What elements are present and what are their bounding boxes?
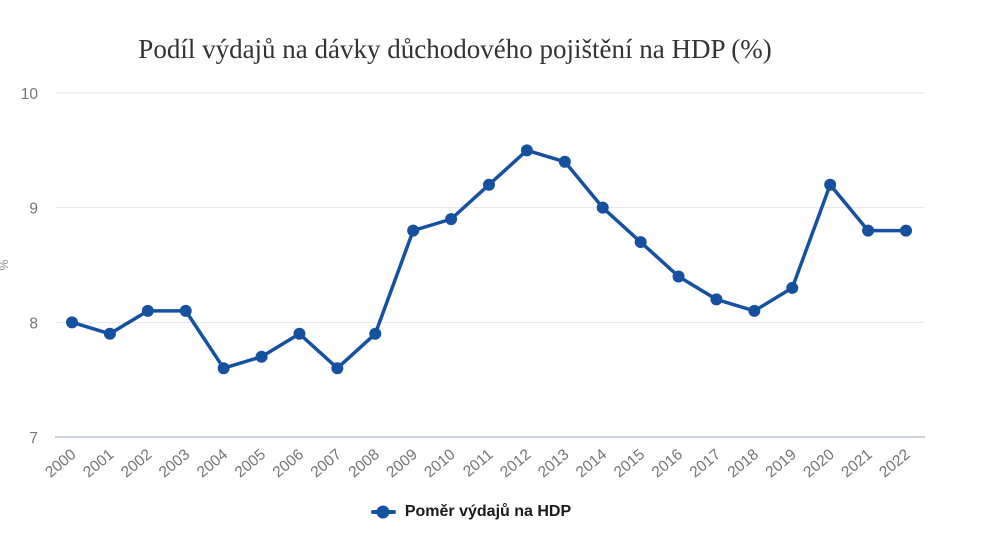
data-point[interactable] — [217, 362, 230, 375]
data-point[interactable] — [710, 293, 723, 306]
data-point[interactable] — [293, 327, 306, 340]
x-tick-label: 2022 — [876, 446, 913, 481]
data-point[interactable] — [748, 304, 761, 317]
x-tick-label: 2021 — [838, 446, 875, 481]
data-point[interactable] — [824, 178, 837, 191]
x-tick-label: 2002 — [118, 446, 155, 481]
data-point[interactable] — [862, 224, 875, 237]
x-tick-label: 2003 — [156, 446, 193, 481]
x-tick-label: 2000 — [42, 446, 80, 481]
data-point[interactable] — [255, 350, 268, 363]
y-axis-title: % — [0, 259, 11, 270]
legend-dot-icon — [376, 505, 390, 519]
data-point[interactable] — [445, 213, 458, 226]
x-tick-label: 2016 — [649, 446, 686, 481]
x-tick-label: 2020 — [800, 446, 838, 481]
data-point[interactable] — [179, 304, 192, 317]
x-tick-label: 2018 — [725, 446, 762, 481]
data-point[interactable] — [634, 236, 647, 249]
legend-line-marker-icon — [370, 505, 396, 519]
data-point[interactable] — [900, 224, 912, 237]
y-tick-label: 7 — [29, 430, 38, 447]
x-tick-label: 2019 — [762, 446, 799, 481]
data-point[interactable] — [369, 327, 382, 340]
x-tick-label: 2004 — [194, 446, 232, 481]
chart-title: Podíl výdajů na dávky důchodového pojišt… — [138, 34, 772, 64]
legend-label: Poměr výdajů na HDP — [404, 503, 572, 520]
legend-item[interactable]: Poměr výdajů na HDP — [370, 503, 572, 521]
x-tick-label: 2017 — [687, 446, 724, 481]
x-tick-label: 2005 — [232, 446, 269, 481]
data-point[interactable] — [407, 224, 420, 237]
x-tick-label: 2014 — [573, 446, 611, 481]
x-tick-label: 2010 — [421, 446, 459, 481]
x-tick-label: 2011 — [460, 446, 496, 480]
data-point[interactable] — [558, 155, 571, 168]
data-point[interactable] — [141, 304, 154, 317]
data-point[interactable] — [520, 144, 533, 157]
x-tick-label: 2015 — [611, 446, 648, 481]
data-point[interactable] — [103, 327, 116, 340]
data-point[interactable] — [66, 316, 78, 329]
x-tick-label: 2009 — [383, 446, 420, 481]
x-tick-label: 2007 — [308, 446, 345, 481]
x-tick-label: 2012 — [497, 446, 534, 481]
data-point[interactable] — [331, 362, 344, 375]
y-tick-label: 10 — [21, 86, 39, 103]
x-tick-label: 2013 — [535, 446, 572, 481]
data-point[interactable] — [483, 178, 495, 191]
y-tick-label: 9 — [29, 201, 38, 218]
x-tick-label: 2006 — [270, 446, 307, 481]
x-tick-label: 2001 — [80, 446, 117, 481]
y-tick-label: 8 — [29, 315, 38, 332]
data-point[interactable] — [786, 281, 799, 294]
x-tick-label: 2008 — [345, 446, 382, 481]
data-point[interactable] — [672, 270, 685, 283]
legend: Poměr výdajů na HDP — [0, 503, 942, 521]
data-point[interactable] — [596, 201, 609, 214]
